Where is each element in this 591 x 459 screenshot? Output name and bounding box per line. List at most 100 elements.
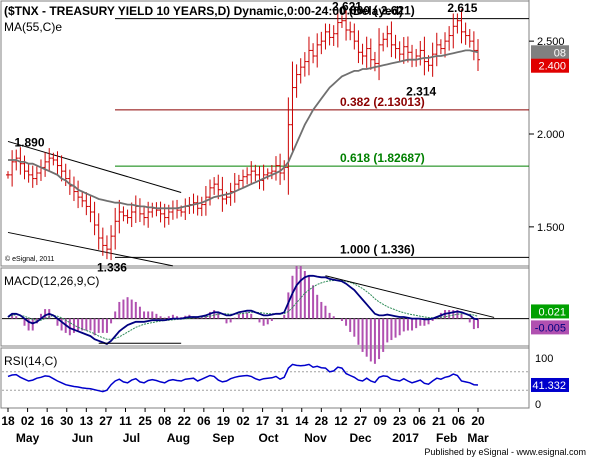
price-annotation-2: 2.615 [447, 1, 477, 15]
price-ytick-label-0: 1.500 [537, 222, 565, 234]
rsi-ytick-label-0: 0 [535, 399, 541, 411]
price-bar [356, 30, 361, 64]
x-tick-label: 18 [1, 414, 15, 428]
price-bar [422, 36, 427, 76]
x-tick-label: 17 [256, 414, 270, 428]
price-bar [368, 38, 373, 70]
fib-label-3: 1.000 ( 1.336) [340, 242, 415, 256]
price-bar [438, 39, 443, 55]
price-panel: 0.000 ( 2.621) 0.382 (2.13013) 0.618 (1.82… [6, 0, 569, 274]
x-tick-label: 23 [393, 414, 407, 428]
price-trendline-0 [7, 140, 182, 193]
price-bar [96, 213, 101, 250]
price-bar [273, 156, 278, 181]
price-bar [352, 23, 357, 50]
price-bar [327, 23, 332, 46]
x-tick-label: 02 [236, 414, 250, 428]
x-tick-label: 27 [99, 414, 113, 428]
x-tick-label: 13 [80, 414, 94, 428]
price-bar [220, 176, 225, 212]
x-tick-label: 22 [178, 414, 192, 428]
price-bar [113, 207, 118, 250]
x-tick-label: 06 [452, 414, 466, 428]
price-bar [286, 97, 291, 195]
footer-credit: Published by eSignal - www.esignal.com [424, 447, 586, 457]
price-bar [241, 169, 245, 188]
ma-last-badge: 08 [554, 47, 566, 59]
price-bar [459, 9, 464, 44]
price-bar [199, 196, 204, 217]
time-axis: 18 02 16 30 13 27 11 25 08 22 06 19 02 17 31 14 28 12 27 09… [1, 408, 489, 445]
x-month-label: 2017 [392, 431, 419, 445]
x-tick-label: 08 [158, 414, 172, 428]
ma55-line [8, 49, 479, 210]
x-tick-label: 25 [138, 414, 152, 428]
price-bar [401, 37, 406, 64]
x-month-label: Oct [258, 431, 278, 445]
price-bar [67, 169, 72, 195]
price-bar [348, 21, 353, 41]
price-bar [476, 39, 480, 72]
price-bar [331, 25, 336, 46]
x-tick-label: 21 [432, 414, 446, 428]
price-bar [92, 201, 97, 236]
x-month-label: May [16, 431, 40, 445]
last-price-badge-bg [531, 58, 569, 73]
price-bar [381, 32, 386, 52]
x-tick-label: 11 [119, 414, 132, 428]
price-bar [146, 201, 151, 228]
price-bar [216, 174, 221, 200]
price-bar [455, 13, 460, 34]
rsi-title: RSI(14,C) [4, 354, 57, 368]
x-tick-label: 02 [21, 414, 35, 428]
price-bar [393, 34, 398, 59]
price-bar [236, 174, 241, 190]
x-tick-label: 14 [295, 414, 309, 428]
price-bar [335, 8, 340, 48]
price-bar [443, 32, 448, 58]
price-annotation-4: 1.336 [97, 260, 127, 274]
price-bar [47, 148, 52, 172]
macd-signal-badge-bg [531, 320, 569, 335]
x-tick-label: 09 [373, 414, 387, 428]
price-bar [76, 180, 81, 209]
x-tick-label: 06 [197, 414, 211, 428]
price-bar [302, 52, 307, 77]
price-bar [447, 26, 452, 51]
x-month-label: Jul [123, 431, 140, 445]
price-bar [278, 153, 283, 185]
fib-label-1: 0.382 (2.13013) [340, 95, 425, 109]
price-bar [104, 235, 109, 260]
price-bar [245, 167, 250, 185]
price-bar [249, 161, 254, 185]
price-annotation-0: 1.890 [14, 135, 44, 149]
price-bar [434, 32, 439, 67]
rsi-line [7, 363, 479, 393]
price-bar [117, 199, 122, 234]
ma-last-badge-bg [531, 45, 569, 60]
price-bar [339, 15, 344, 28]
price-bar [323, 23, 328, 50]
price-bar [43, 152, 48, 177]
price-bar [290, 61, 295, 151]
price-bar [306, 36, 311, 76]
price-bar [467, 29, 472, 48]
x-tick-label: 19 [217, 414, 231, 428]
price-bar [418, 40, 423, 66]
price-bar [360, 43, 365, 65]
x-month-label: Feb [436, 431, 457, 445]
price-annotation-1: 2.621 [332, 0, 362, 14]
rsi-last-badge: 41.332 [532, 380, 566, 392]
x-tick-label: 12 [334, 414, 348, 428]
watermark: © eSignal, 2011 [5, 255, 55, 263]
price-bar [55, 151, 60, 175]
price-trendline-1 [7, 231, 174, 267]
macd-title: MACD(12,26,9,C) [4, 274, 99, 288]
price-bar [88, 196, 93, 223]
macd-signal-line [7, 280, 479, 340]
macd-panel: 0.021 -0.005 [2, 266, 569, 364]
price-bar [34, 166, 39, 186]
x-month-label: Nov [304, 431, 327, 445]
price-bar [389, 21, 394, 58]
price-bar [405, 36, 410, 63]
